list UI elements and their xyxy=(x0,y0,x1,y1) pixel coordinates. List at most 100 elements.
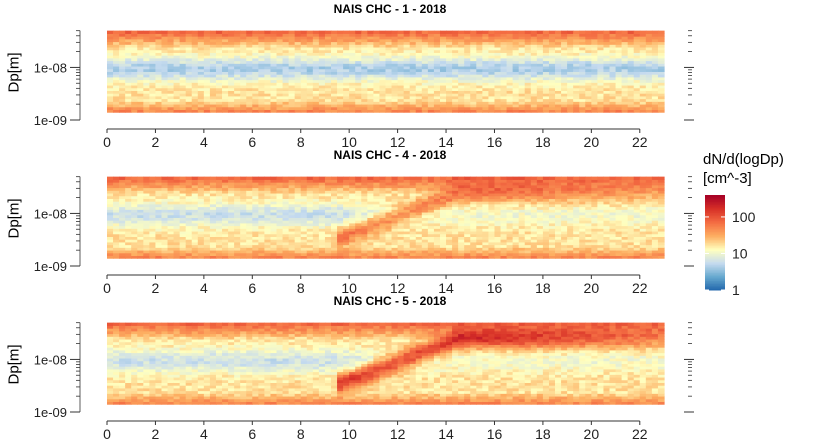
heatmap-cell xyxy=(494,187,502,191)
heatmap-cell xyxy=(270,247,278,251)
heatmap-cell xyxy=(403,93,411,97)
heatmap-cell xyxy=(222,76,229,81)
heatmap-cell xyxy=(373,36,381,40)
heatmap-cell xyxy=(228,230,235,235)
heatmap-cell xyxy=(300,79,308,83)
heatmap-cell xyxy=(252,82,259,86)
heatmap-cell xyxy=(191,201,199,205)
heatmap-cell xyxy=(113,236,120,240)
heatmap-cell xyxy=(633,74,641,78)
heatmap-cell xyxy=(161,182,169,186)
heatmap-cell xyxy=(458,182,465,186)
heatmap-cell xyxy=(355,252,362,256)
heatmap-cell xyxy=(125,239,132,243)
heatmap-cell xyxy=(355,60,362,64)
heatmap-cell xyxy=(288,46,296,51)
heatmap-cell xyxy=(209,79,217,83)
heatmap-cell xyxy=(349,241,356,246)
heatmap-cell xyxy=(119,201,126,205)
heatmap-cell xyxy=(482,79,490,83)
heatmap-cell xyxy=(300,192,308,197)
heatmap-cell xyxy=(173,93,181,97)
heatmap-cell xyxy=(331,41,338,45)
heatmap-cell xyxy=(306,179,314,183)
heatmap-cell xyxy=(149,225,157,229)
heatmap-cell xyxy=(191,33,199,37)
heatmap-cell xyxy=(657,90,665,94)
heatmap-cell xyxy=(234,211,241,216)
heatmap-cell xyxy=(373,57,381,62)
heatmap-cell xyxy=(470,106,477,110)
heatmap-cell xyxy=(276,101,284,105)
heatmap-cell xyxy=(143,79,150,83)
heatmap-cell xyxy=(421,233,429,237)
heatmap-cell xyxy=(282,190,290,194)
heatmap-cell xyxy=(276,98,284,102)
heatmap-cell xyxy=(367,201,374,205)
heatmap-cell xyxy=(397,201,405,205)
heatmap-cell xyxy=(530,192,538,197)
heatmap-cell xyxy=(276,247,284,251)
heatmap-cell xyxy=(324,76,332,81)
heatmap-cell xyxy=(573,68,580,72)
heatmap-cell xyxy=(228,195,235,199)
heatmap-cell xyxy=(494,65,502,70)
heatmap-cell xyxy=(524,103,532,108)
heatmap-cell xyxy=(119,95,126,100)
heatmap-cell xyxy=(561,84,568,89)
heatmap-cell xyxy=(306,98,314,102)
heatmap-cell xyxy=(294,71,302,75)
heatmap-cell xyxy=(403,103,411,108)
heatmap-cell xyxy=(627,95,635,100)
heatmap-cell xyxy=(403,225,411,229)
heatmap-cell xyxy=(633,52,641,56)
heatmap-cell xyxy=(149,192,157,197)
heatmap-cell xyxy=(427,201,435,205)
heatmap-cell xyxy=(209,76,217,81)
heatmap-cell xyxy=(361,239,368,243)
heatmap-cell xyxy=(125,225,132,229)
heatmap-cell xyxy=(439,84,447,89)
heatmap-cell xyxy=(294,214,302,218)
heatmap-cell xyxy=(173,95,181,100)
heatmap-cell xyxy=(282,63,290,67)
heatmap-cell xyxy=(197,249,205,254)
heatmap-cell xyxy=(651,41,659,45)
heatmap-cell xyxy=(548,46,556,51)
heatmap-cell xyxy=(149,44,157,48)
heatmap-cell xyxy=(234,230,241,235)
heatmap-cell xyxy=(155,190,163,194)
heatmap-cell xyxy=(234,74,241,78)
heatmap-cell xyxy=(300,60,308,64)
heatmap-cell xyxy=(494,220,502,224)
heatmap-cell xyxy=(282,41,290,45)
heatmap-cell xyxy=(173,74,181,78)
heatmap-cell xyxy=(270,103,278,108)
heatmap-cell xyxy=(597,98,605,102)
heatmap-cell xyxy=(306,244,314,248)
heatmap-cell xyxy=(500,244,508,248)
heatmap-cell xyxy=(294,57,302,62)
heatmap-cell xyxy=(361,52,368,56)
heatmap-cell xyxy=(318,57,326,62)
heatmap-cell xyxy=(270,228,278,232)
heatmap-cell xyxy=(324,217,332,221)
heatmap-cell xyxy=(361,230,368,235)
heatmap-cell xyxy=(288,209,296,213)
heatmap-cell xyxy=(464,222,471,227)
heatmap-cell xyxy=(185,103,193,108)
heatmap-cell xyxy=(591,57,598,62)
heatmap-cell xyxy=(300,182,308,186)
heatmap-cell xyxy=(240,93,247,97)
heatmap-cell xyxy=(222,225,229,229)
heatmap-cell xyxy=(476,252,483,256)
heatmap-cell xyxy=(228,93,235,97)
heatmap-cell xyxy=(476,95,483,100)
heatmap-cell xyxy=(476,195,483,199)
heatmap-cell xyxy=(446,192,453,197)
heatmap-cell xyxy=(306,187,314,191)
heatmap-cell xyxy=(373,220,381,224)
heatmap-cell xyxy=(542,217,550,221)
heatmap-cell xyxy=(349,249,356,254)
heatmap-cell xyxy=(361,209,368,213)
